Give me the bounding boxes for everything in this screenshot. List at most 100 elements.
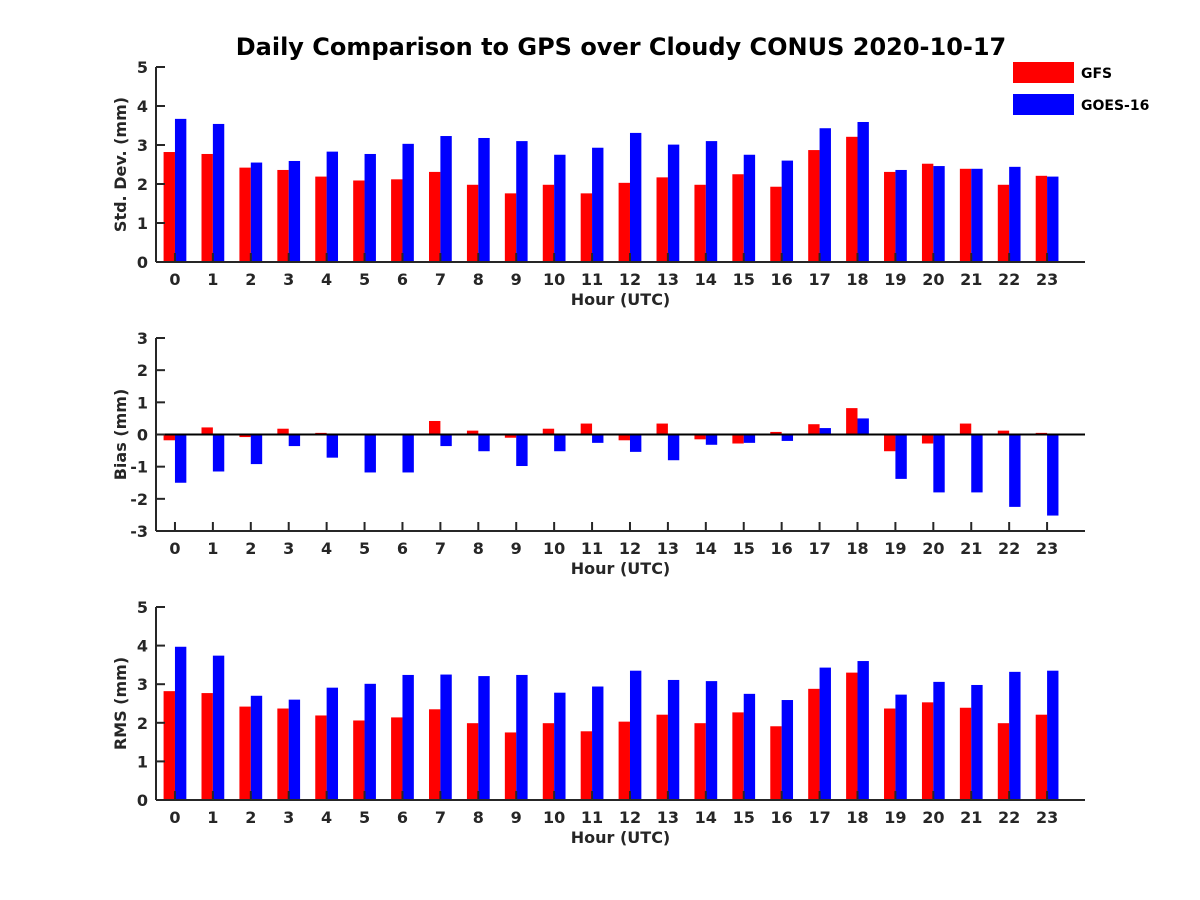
bar	[277, 169, 289, 262]
x-tick-label: 8	[473, 539, 484, 558]
bar	[770, 726, 782, 800]
x-tick-label: 14	[695, 808, 717, 827]
x-tick-label: 15	[733, 808, 755, 827]
bar	[667, 679, 680, 800]
bar	[478, 137, 490, 262]
bar	[516, 434, 528, 467]
x-tick-label: 19	[884, 539, 906, 558]
bar	[846, 408, 858, 435]
x-tick-label: 4	[321, 808, 332, 827]
series-gfs	[163, 672, 1048, 800]
bar	[201, 427, 213, 435]
bar	[808, 424, 820, 435]
y-tick-label: -3	[130, 522, 148, 541]
x-tick-label: 2	[245, 808, 256, 827]
bar	[694, 434, 706, 440]
bar	[326, 687, 339, 800]
x-tick-label: 13	[657, 270, 679, 289]
bar	[895, 694, 907, 800]
x-tick-label: 4	[321, 539, 332, 558]
x-tick-label: 6	[397, 808, 408, 827]
y-tick-label: 3	[137, 675, 148, 694]
bar	[959, 707, 972, 800]
bar	[971, 168, 983, 262]
bar	[857, 661, 869, 800]
legend-item-gfs: GFS	[1013, 62, 1112, 83]
bar	[959, 423, 972, 435]
bar	[326, 151, 339, 262]
bar	[629, 434, 642, 452]
bar	[781, 160, 794, 262]
bar	[667, 434, 680, 461]
x-tick-label: 6	[397, 539, 408, 558]
bar	[440, 674, 452, 800]
bar	[391, 717, 403, 800]
x-tick-label: 8	[473, 808, 484, 827]
bar	[212, 434, 225, 472]
bar	[618, 434, 630, 441]
series-goes-16	[174, 418, 1059, 516]
y-tick-label: 5	[137, 58, 148, 77]
x-tick-label: 12	[619, 270, 641, 289]
x-tick-label: 3	[283, 270, 294, 289]
legend-item-goes-16: GOES-16	[1013, 94, 1149, 115]
x-tick-label: 1	[207, 808, 218, 827]
bar	[326, 434, 339, 458]
bar	[429, 420, 441, 435]
x-tick-label: 19	[884, 808, 906, 827]
x-tick-label: 15	[733, 539, 755, 558]
x-tick-label: 7	[435, 808, 446, 827]
bar	[592, 686, 604, 800]
bar	[440, 136, 452, 262]
legend-swatch	[1013, 94, 1074, 115]
bar	[694, 184, 706, 262]
legend-label: GOES-16	[1081, 98, 1149, 114]
y-axis-label: Bias (mm)	[111, 389, 130, 481]
bar	[239, 434, 251, 438]
x-tick-label: 8	[473, 270, 484, 289]
x-tick-label: 9	[511, 539, 522, 558]
bar	[770, 431, 782, 435]
bar	[629, 670, 642, 800]
bar	[478, 434, 490, 452]
x-tick-label: 1	[207, 270, 218, 289]
x-tick-label: 14	[695, 539, 717, 558]
bar	[391, 179, 403, 262]
y-tick-label: 2	[137, 175, 148, 194]
y-tick-label: 1	[137, 214, 148, 233]
x-tick-label: 13	[657, 808, 679, 827]
y-axis-label: RMS (mm)	[111, 657, 130, 750]
bar	[1047, 434, 1059, 516]
x-tick-label: 5	[359, 539, 370, 558]
bar	[1047, 176, 1059, 262]
x-axis-label: Hour (UTC)	[571, 290, 671, 309]
bar	[402, 143, 414, 262]
bar	[997, 723, 1010, 800]
bar	[466, 184, 479, 262]
bar	[895, 169, 907, 262]
bar	[250, 162, 263, 262]
bar	[353, 720, 365, 800]
bar	[1035, 175, 1048, 262]
bar	[667, 144, 680, 262]
bar	[353, 180, 365, 262]
x-tick-label: 16	[771, 270, 793, 289]
bar	[592, 434, 604, 443]
bar	[921, 163, 934, 262]
bar	[592, 147, 604, 262]
bar	[705, 434, 718, 445]
x-tick-label: 9	[511, 808, 522, 827]
bar	[554, 434, 566, 452]
bar	[781, 700, 794, 800]
bar	[819, 428, 831, 435]
bar	[163, 434, 175, 441]
bar	[743, 434, 756, 443]
bar	[694, 723, 706, 800]
bar	[239, 706, 251, 800]
bar	[895, 434, 907, 479]
x-tick-label: 11	[581, 539, 603, 558]
bar	[580, 193, 593, 262]
bar	[364, 153, 376, 262]
x-axis-label: Hour (UTC)	[571, 828, 671, 847]
